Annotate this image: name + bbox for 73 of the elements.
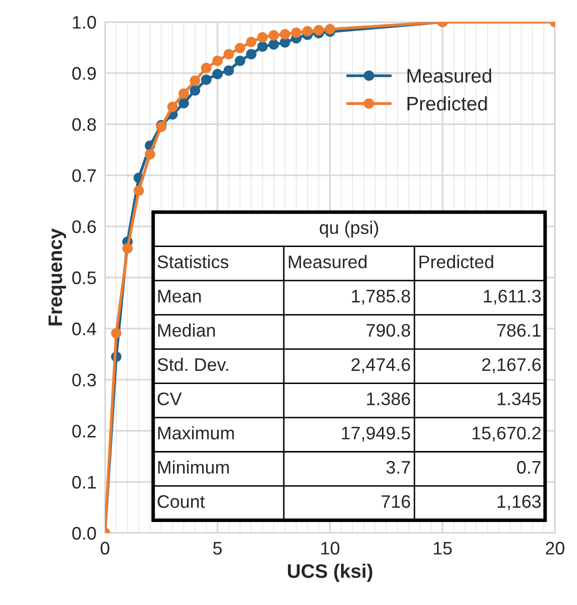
- annotation: 1,163: [498, 495, 541, 510]
- point: [224, 48, 234, 60]
- annotation: CV: [158, 392, 182, 406]
- annotation: 1,611.3: [484, 290, 541, 305]
- point: [212, 68, 223, 80]
- annotation: 2,167.6: [482, 358, 541, 374]
- x-tick-label: 20: [546, 542, 564, 555]
- point: [246, 36, 256, 48]
- point: [122, 243, 133, 254]
- y-axis-title: Frequency: [48, 228, 66, 326]
- point: [212, 56, 223, 66]
- annotation: Mean: [158, 290, 201, 303]
- point: [201, 62, 212, 74]
- annotation: 1.386: [367, 392, 410, 406]
- point: [246, 48, 256, 60]
- annotation: Minimum: [158, 460, 229, 474]
- point: [234, 56, 246, 66]
- y-tick-label: 0.8: [72, 118, 96, 131]
- y-tick-label: 0.0: [72, 526, 96, 540]
- annotation: Statistics: [158, 255, 228, 268]
- annotation: 0.7: [517, 460, 541, 474]
- x-tick-label: 5: [213, 542, 222, 555]
- annotation: 716: [382, 495, 410, 508]
- annotation: 2,474.6: [352, 358, 410, 374]
- y-tick-label: 1.0: [72, 16, 96, 29]
- annotation: Maximum: [158, 426, 234, 440]
- point: [190, 85, 200, 96]
- annotation: Std. Dev.: [158, 358, 228, 372]
- y-tick-label: 0.6: [72, 220, 96, 234]
- point: [257, 41, 268, 52]
- x-tick-label: 0: [100, 542, 110, 555]
- annotation: qu (psi): [320, 220, 378, 238]
- point: [201, 74, 212, 85]
- y-tick-label: 0.1: [72, 476, 96, 489]
- x-tick-label: 10: [321, 542, 340, 555]
- annotation: Count: [158, 495, 205, 508]
- point: [268, 39, 279, 50]
- annotation: Predicted: [420, 255, 494, 268]
- point: [302, 26, 313, 36]
- y-tick-label: 0.9: [72, 67, 96, 80]
- point: [178, 98, 189, 108]
- y-tick-label: 0.5: [72, 271, 96, 284]
- annotation: Measured: [288, 255, 367, 268]
- point: [324, 24, 336, 34]
- annotation: 17,949.5: [342, 426, 410, 442]
- point: [134, 185, 144, 196]
- legend-label: Measured: [408, 68, 492, 83]
- point: [167, 102, 178, 112]
- point: [111, 328, 122, 338]
- x-tick-label: 15: [434, 542, 452, 555]
- annotation: 1.345: [498, 392, 541, 406]
- x-axis-title: UCS (ksi): [288, 564, 372, 582]
- annotation: 786.1: [497, 324, 541, 337]
- annotation: 1,785.8: [352, 290, 410, 305]
- y-tick-label: 0.4: [72, 322, 96, 336]
- annotation: 3.7: [386, 460, 410, 474]
- y-tick-label: 0.2: [72, 424, 96, 438]
- point: [224, 65, 234, 76]
- legend-label: Predicted: [408, 96, 487, 111]
- point: [268, 30, 279, 40]
- point: [234, 42, 246, 54]
- y-tick-label: 0.3: [72, 374, 96, 386]
- annotation: 790.8: [366, 324, 410, 337]
- point: [314, 24, 324, 36]
- point: [291, 28, 302, 38]
- y-tick-label: 0.7: [72, 169, 96, 182]
- annotation: 15,670.2: [472, 426, 541, 442]
- point: [190, 76, 200, 86]
- point: [280, 29, 290, 40]
- point: [257, 32, 268, 43]
- annotation: Median: [158, 324, 215, 337]
- point: [144, 149, 156, 160]
- point: [178, 88, 189, 99]
